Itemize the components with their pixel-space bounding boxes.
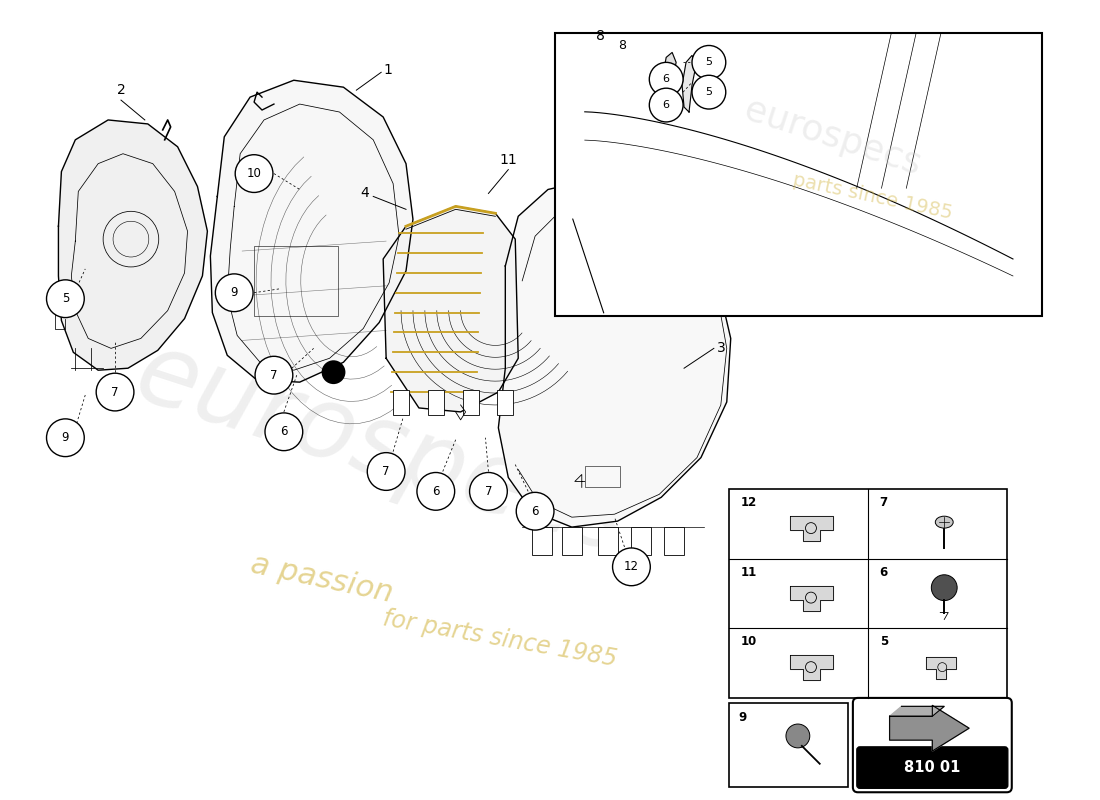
Circle shape [613,548,650,586]
Circle shape [417,473,454,510]
Text: 2: 2 [117,83,125,97]
Text: 7: 7 [383,465,389,478]
Polygon shape [682,55,696,112]
Circle shape [692,46,726,79]
Polygon shape [383,206,518,412]
Text: 10: 10 [740,635,757,648]
Bar [664,527,684,555]
Text: 12: 12 [624,560,639,574]
Bar [728,703,848,787]
Polygon shape [790,586,833,610]
Polygon shape [58,120,208,370]
Text: 5: 5 [705,87,713,97]
Text: 6: 6 [531,505,539,518]
Bar [463,390,478,415]
Circle shape [46,419,85,457]
Bar [597,527,617,555]
Text: 12: 12 [740,496,757,510]
Polygon shape [890,706,944,716]
Text: 10: 10 [246,167,262,180]
Bar [497,390,514,415]
Text: 7: 7 [271,369,277,382]
Circle shape [367,453,405,490]
Circle shape [649,62,683,96]
Circle shape [470,473,507,510]
Bar [556,33,1042,315]
Circle shape [321,360,345,384]
Text: 6: 6 [662,74,670,84]
Circle shape [785,724,810,748]
Polygon shape [890,706,969,751]
Circle shape [692,75,726,109]
Text: parts since 1985: parts since 1985 [791,170,955,222]
Polygon shape [926,658,956,679]
Text: 11: 11 [499,153,517,166]
Text: 6: 6 [880,566,888,579]
Text: 5: 5 [880,635,888,648]
Bar [428,390,443,415]
Ellipse shape [935,516,954,528]
Bar [562,527,582,555]
Text: 7: 7 [880,496,888,510]
Text: 9: 9 [231,286,238,299]
Bar [532,527,552,555]
Text: 1: 1 [383,63,392,78]
Circle shape [649,88,683,122]
Text: 7: 7 [485,485,492,498]
Polygon shape [662,53,676,107]
Bar [585,466,619,487]
Polygon shape [790,655,833,680]
Circle shape [235,154,273,193]
Circle shape [255,356,293,394]
Polygon shape [498,179,730,527]
Text: 8: 8 [618,39,627,52]
Bar [393,390,409,415]
Text: 7: 7 [111,386,119,398]
Text: 9: 9 [62,431,69,444]
Circle shape [932,574,957,601]
FancyBboxPatch shape [857,747,1008,788]
Text: 5: 5 [705,58,713,67]
Circle shape [265,413,302,450]
Text: 6: 6 [280,426,287,438]
Text: 11: 11 [740,566,757,579]
Circle shape [516,492,554,530]
Circle shape [46,280,85,318]
Text: 9: 9 [739,711,747,724]
Text: 6: 6 [432,485,440,498]
Text: eurospecs: eurospecs [740,92,926,182]
Bar [631,527,651,555]
Circle shape [216,274,253,312]
Text: 3: 3 [717,342,726,355]
FancyBboxPatch shape [852,698,1012,792]
Text: 6: 6 [662,100,670,110]
Text: 810 01: 810 01 [904,760,960,775]
Polygon shape [210,80,412,382]
Bar [254,246,339,315]
Text: 4: 4 [361,186,370,201]
Text: 8: 8 [596,29,605,42]
Text: 5: 5 [62,292,69,306]
Bar [728,490,1006,698]
Text: a passion: a passion [248,550,396,608]
Circle shape [96,373,134,411]
Polygon shape [790,516,833,541]
Text: for parts since 1985: for parts since 1985 [382,606,619,670]
Text: eurospecs: eurospecs [123,325,639,574]
